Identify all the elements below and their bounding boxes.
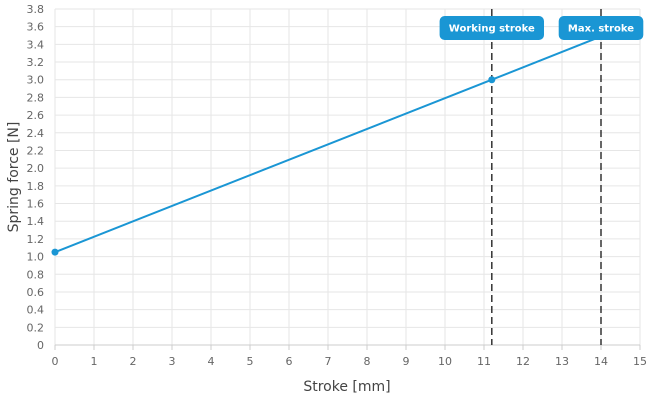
- y-tick-label: 2.8: [27, 91, 45, 104]
- y-tick-label: 3.2: [27, 56, 45, 69]
- y-tick-label: 2.6: [27, 109, 45, 122]
- x-tick-label: 9: [403, 355, 410, 368]
- y-tick-label: 2.4: [27, 127, 45, 140]
- x-tick-label: 13: [555, 355, 569, 368]
- y-tick-label: 2.2: [27, 144, 45, 157]
- y-axis-ticks: 0 0.2 0.4 0.6 0.8 1.0 1.2 1.4 1.6 1.8 2.0 2.2 2.4 2.6…: [27, 3, 45, 352]
- y-tick-label: 1.8: [27, 180, 45, 193]
- x-tick-label: 10: [438, 355, 452, 368]
- x-tick-label: 4: [208, 355, 215, 368]
- x-tick-label: 0: [52, 355, 59, 368]
- x-tick-label: 7: [325, 355, 332, 368]
- y-tick-label: 1.6: [27, 198, 45, 211]
- y-tick-label: 2.0: [27, 162, 45, 175]
- x-tick-label: 15: [633, 355, 647, 368]
- y-tick-label: 3.6: [27, 21, 45, 34]
- grid: [54, 8, 641, 346]
- x-tick-label: 5: [247, 355, 254, 368]
- y-tick-label: 1.0: [27, 251, 45, 264]
- y-tick-label: 1.4: [27, 215, 45, 228]
- y-tick-label: 0.8: [27, 268, 45, 281]
- markers-group: Working stroke Max. stroke: [439, 9, 644, 345]
- y-tick-label: 3.0: [27, 74, 45, 87]
- y-tick-label: 3.4: [27, 38, 45, 51]
- y-tick-label: 1.2: [27, 233, 45, 246]
- marker-label-badge: [439, 16, 544, 40]
- series-group: [51, 35, 602, 256]
- x-tick-label: 8: [364, 355, 371, 368]
- y-tick-label: 0.6: [27, 286, 45, 299]
- marker-label-badge: [558, 16, 644, 40]
- marker-label: Max. stroke: [568, 24, 634, 35]
- x-axis-title: Stroke [mm]: [303, 379, 390, 395]
- x-tick-label: 11: [477, 355, 491, 368]
- y-tick-label: 0.4: [27, 304, 45, 317]
- y-tick-label: 0: [37, 339, 44, 352]
- y-tick-label: 0.2: [27, 321, 45, 334]
- data-point: [51, 248, 59, 256]
- x-tick-label: 1: [91, 355, 98, 368]
- x-tick-label: 3: [169, 355, 176, 368]
- x-axis-ticks: 0 1 2 3 4 5 6 7 8 9 10 11 12 13 14 15: [52, 345, 647, 368]
- y-axis-title: Spring force [N]: [6, 122, 22, 233]
- x-tick-label: 14: [594, 355, 608, 368]
- x-tick-label: 2: [130, 355, 137, 368]
- x-tick-label: 12: [516, 355, 530, 368]
- data-point: [488, 76, 496, 84]
- x-tick-label: 6: [286, 355, 293, 368]
- marker-label: Working stroke: [449, 24, 535, 35]
- y-tick-label: 3.8: [27, 3, 45, 16]
